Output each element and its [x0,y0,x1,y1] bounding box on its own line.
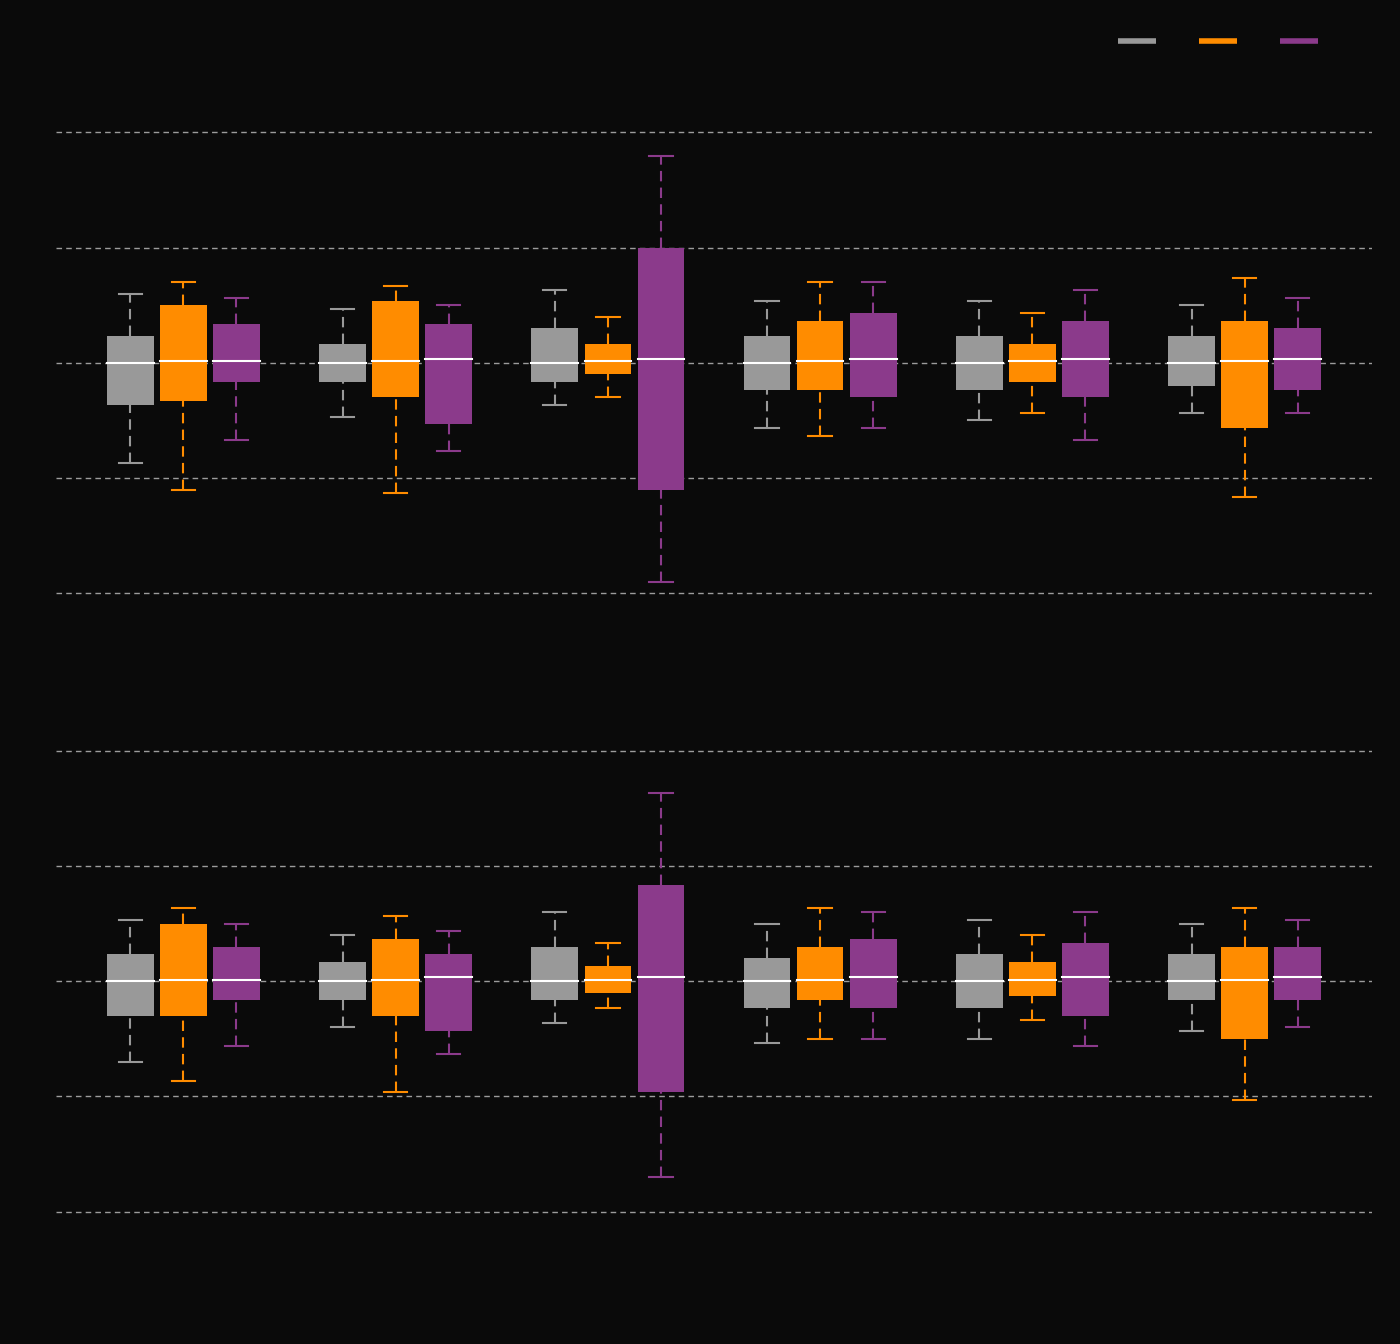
Bar [426,954,472,1031]
Bar [1274,946,1322,1000]
Bar [797,946,843,1000]
Bar [213,324,260,382]
Legend: , , : , , [1112,28,1337,55]
Bar [743,958,791,1008]
Bar [1009,344,1056,382]
Bar [637,886,685,1093]
Bar [532,328,578,382]
Bar [743,336,791,390]
Bar [213,946,260,1000]
Bar [850,939,896,1008]
Bar [426,324,472,425]
Bar [372,301,419,398]
Bar [532,946,578,1000]
Bar [106,336,154,405]
Bar [1063,321,1109,398]
Bar [106,954,154,1016]
Bar [1221,946,1268,1039]
Bar [160,305,207,402]
Bar [1063,942,1109,1016]
Bar [372,939,419,1016]
Bar [797,321,843,390]
Bar [585,344,631,375]
Bar [160,923,207,1016]
Bar [1009,962,1056,996]
Bar [637,247,685,489]
Bar [1221,321,1268,429]
Bar [956,954,1002,1008]
Bar [585,966,631,993]
Bar [1274,328,1322,390]
Bar [1168,954,1215,1000]
Bar [319,962,365,1000]
Bar [956,336,1002,390]
Bar [850,313,896,398]
Bar [1168,336,1215,386]
Bar [319,344,365,382]
